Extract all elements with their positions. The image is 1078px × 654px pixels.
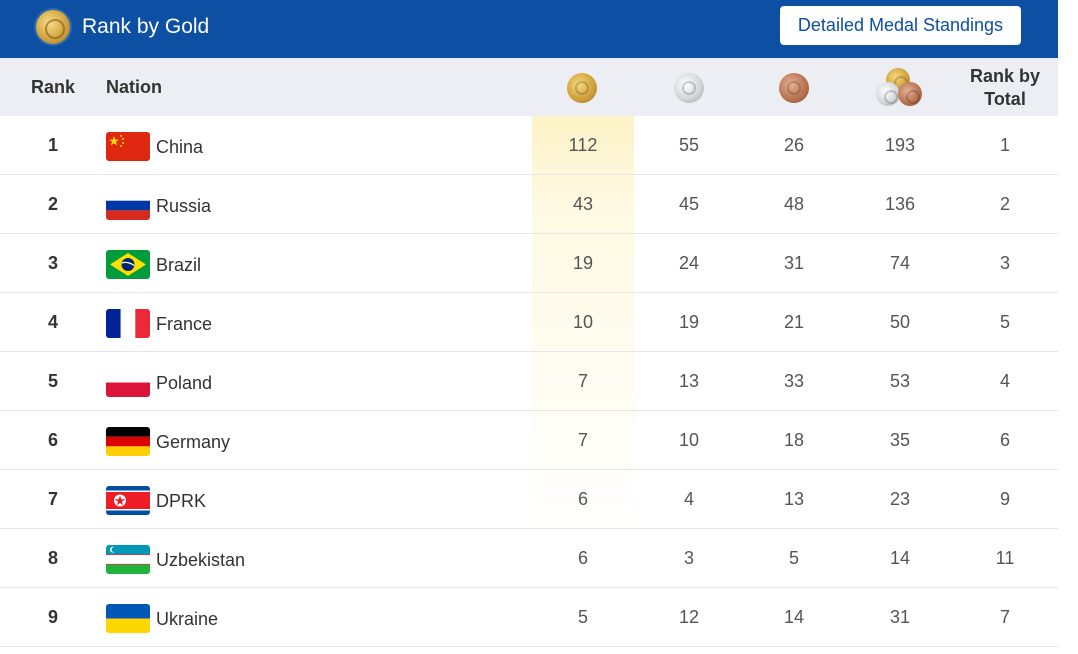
- rank-cell: 6: [47, 430, 58, 450]
- rank-cell: 8: [47, 548, 58, 568]
- silver-count: 45: [678, 194, 700, 214]
- bronze-count: 18: [783, 430, 805, 450]
- table-row[interactable]: 1 China 112 55 26 193 1: [0, 116, 1058, 175]
- uzbekistan-flag-icon: [106, 545, 150, 574]
- gold-count: 10: [572, 312, 594, 332]
- gold-count: 6: [577, 548, 588, 568]
- gold-count: 7: [577, 430, 588, 450]
- rank-by-total-cell: 5: [999, 312, 1010, 332]
- total-count: 31: [889, 607, 911, 627]
- rank-cell: 9: [47, 607, 58, 627]
- nation-name[interactable]: DPRK: [156, 491, 207, 511]
- rank-cell: 2: [47, 194, 58, 214]
- table-row[interactable]: 9 Ukraine 5 12 14 31 7: [0, 588, 1058, 647]
- bronze-count: 48: [783, 194, 805, 214]
- total-count: 53: [889, 371, 911, 391]
- rank-cell: 5: [47, 371, 58, 391]
- medal-logo-icon: [36, 10, 70, 44]
- table-row[interactable]: 5 Poland 7 13 33 53 4: [0, 352, 1058, 411]
- silver-count: 13: [678, 371, 700, 391]
- silver-count: 55: [678, 135, 700, 155]
- nation-name[interactable]: Russia: [156, 196, 212, 216]
- table-row[interactable]: 2 Russia 43 45 48 136 2: [0, 175, 1058, 234]
- bronze-count: 31: [783, 253, 805, 273]
- rank-by-total-cell: 2: [999, 194, 1010, 214]
- total-count: 136: [884, 194, 916, 214]
- russia-flag-icon: [106, 191, 150, 220]
- total-count: 193: [884, 135, 916, 155]
- total-count: 50: [889, 312, 911, 332]
- table-header: Rank Nation Rank by Total: [0, 58, 1058, 116]
- china-flag-icon: [106, 132, 150, 161]
- bronze-count: 33: [783, 371, 805, 391]
- rank-by-total-cell: 1: [999, 135, 1010, 155]
- nation-name[interactable]: Germany: [156, 432, 231, 452]
- table-row[interactable]: 6 Germany 7 10 18 35 6: [0, 411, 1058, 470]
- gold-count: 5: [577, 607, 588, 627]
- nation-name[interactable]: Uzbekistan: [156, 550, 246, 570]
- nation-name[interactable]: France: [156, 314, 213, 334]
- brazil-flag-icon: [106, 250, 150, 279]
- table-row[interactable]: 4 France 10 19 21 50 5: [0, 293, 1058, 352]
- table-row[interactable]: 8 Uzbekistan 6 3 5 14 11: [0, 529, 1058, 588]
- total-count: 23: [889, 489, 911, 509]
- silver-medal-icon[interactable]: [674, 73, 704, 103]
- table-row[interactable]: 3 Brazil 19 24 31 74 3: [0, 234, 1058, 293]
- ukraine-flag-icon: [106, 604, 150, 633]
- gold-count: 112: [568, 135, 598, 155]
- rank-by-total-column-header[interactable]: Rank by Total: [953, 65, 1057, 111]
- gold-count: 6: [577, 489, 588, 509]
- silver-count: 3: [683, 548, 694, 568]
- rank-cell: 7: [47, 489, 58, 509]
- germany-flag-icon: [106, 427, 150, 456]
- rank-cell: 4: [47, 312, 58, 332]
- gold-count: 7: [577, 371, 588, 391]
- rank-cell: 3: [47, 253, 58, 273]
- dprk-flag-icon: [106, 486, 150, 515]
- rank-by-total-cell: 11: [995, 548, 1015, 568]
- nation-name[interactable]: China: [156, 137, 204, 157]
- silver-count: 10: [678, 430, 700, 450]
- bronze-count: 26: [783, 135, 805, 155]
- detailed-medal-standings-button[interactable]: Detailed Medal Standings: [780, 6, 1021, 45]
- silver-count: 19: [678, 312, 700, 332]
- rank-by-total-cell: 7: [999, 607, 1010, 627]
- rank-by-total-label-line2: Total: [984, 89, 1026, 109]
- rank-by-total-label-line1: Rank by: [969, 66, 1041, 86]
- total-count: 74: [889, 253, 911, 273]
- total-count: 14: [889, 548, 911, 568]
- bronze-count: 13: [783, 489, 805, 509]
- table-row[interactable]: 7 DPRK 6 4 13 23 9: [0, 470, 1058, 529]
- poland-flag-icon: [106, 368, 150, 397]
- page-title: Rank by Gold: [82, 15, 210, 38]
- total-count: 35: [889, 430, 911, 450]
- rank-cell: 1: [47, 135, 58, 155]
- bronze-medal-icon[interactable]: [779, 73, 809, 103]
- silver-count: 4: [683, 489, 694, 509]
- nation-name[interactable]: Ukraine: [156, 609, 219, 629]
- silver-count: 12: [678, 607, 700, 627]
- rank-by-total-cell: 3: [999, 253, 1010, 273]
- rank-by-total-cell: 9: [999, 489, 1010, 509]
- france-flag-icon: [106, 309, 150, 338]
- rank-column-header[interactable]: Rank: [30, 77, 75, 97]
- gold-column-highlight: [532, 60, 634, 530]
- bronze-count: 21: [783, 312, 805, 332]
- rank-by-total-cell: 4: [999, 371, 1010, 391]
- total-medals-icon[interactable]: [876, 68, 926, 108]
- nation-name[interactable]: Poland: [156, 373, 213, 393]
- nation-name[interactable]: Brazil: [156, 255, 202, 275]
- gold-medal-icon[interactable]: [567, 73, 597, 103]
- gold-count: 19: [572, 253, 594, 273]
- bronze-count: 5: [788, 548, 799, 568]
- nation-column-header[interactable]: Nation: [106, 77, 162, 97]
- bronze-count: 14: [783, 607, 805, 627]
- gold-count: 43: [572, 194, 594, 214]
- silver-count: 24: [678, 253, 700, 273]
- rank-by-total-cell: 6: [999, 430, 1010, 450]
- top-bar: Rank by Gold Detailed Medal Standings: [0, 0, 1058, 58]
